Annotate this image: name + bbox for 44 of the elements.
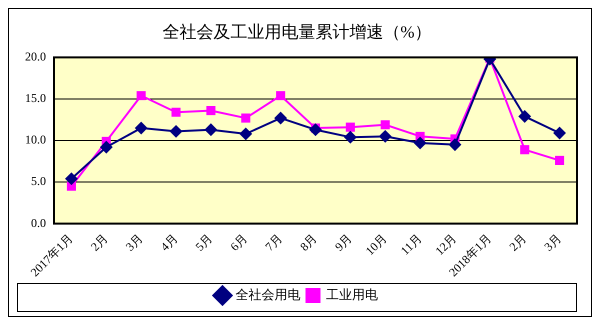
- point: [520, 145, 530, 154]
- point: [240, 128, 252, 140]
- y-tick-label: 5.0: [31, 174, 46, 188]
- point: [135, 122, 148, 134]
- y-tick-label: 0.0: [31, 216, 46, 230]
- chart-title: 全社会及工业用电量累计增速（%）: [162, 22, 432, 42]
- legend-label: 工业用电: [326, 286, 378, 302]
- point: [554, 127, 566, 140]
- point: [448, 138, 461, 151]
- x-tick-label: 2月: [88, 231, 111, 254]
- x-tick-label: 3月: [541, 231, 564, 254]
- point: [344, 131, 356, 144]
- point: [65, 172, 78, 185]
- point: [555, 156, 564, 165]
- point: [241, 114, 250, 123]
- point: [170, 125, 182, 138]
- y-tick-label: 20.0: [25, 50, 46, 64]
- x-tick-label: 4月: [158, 231, 180, 254]
- x-tick-label: 7月: [262, 231, 285, 254]
- x-tick-label: 5月: [192, 231, 216, 254]
- point: [414, 137, 426, 150]
- point: [276, 91, 286, 100]
- point: [380, 120, 390, 130]
- point: [136, 91, 146, 100]
- x-tick-label: 12月: [432, 231, 460, 258]
- x-tick-label: 2月: [506, 231, 530, 254]
- point: [274, 112, 287, 124]
- x-tick-label: 3月: [122, 231, 146, 254]
- point: [379, 130, 392, 142]
- y-tick-label: 15.0: [25, 91, 46, 106]
- y-tick-label: 10.0: [25, 132, 46, 147]
- x-tick-label: 11月: [398, 231, 424, 258]
- point: [172, 108, 181, 117]
- legend-label: 全社会用电: [236, 286, 300, 302]
- x-tick-label: 8月: [297, 231, 320, 254]
- point: [518, 110, 531, 122]
- x-tick-label: 9月: [332, 231, 355, 254]
- x-tick-label: 10月: [362, 231, 390, 258]
- x-tick-label: 6月: [227, 231, 250, 254]
- point: [206, 106, 216, 116]
- point: [310, 124, 322, 136]
- point: [204, 124, 217, 136]
- point: [346, 122, 355, 132]
- point: [100, 141, 112, 154]
